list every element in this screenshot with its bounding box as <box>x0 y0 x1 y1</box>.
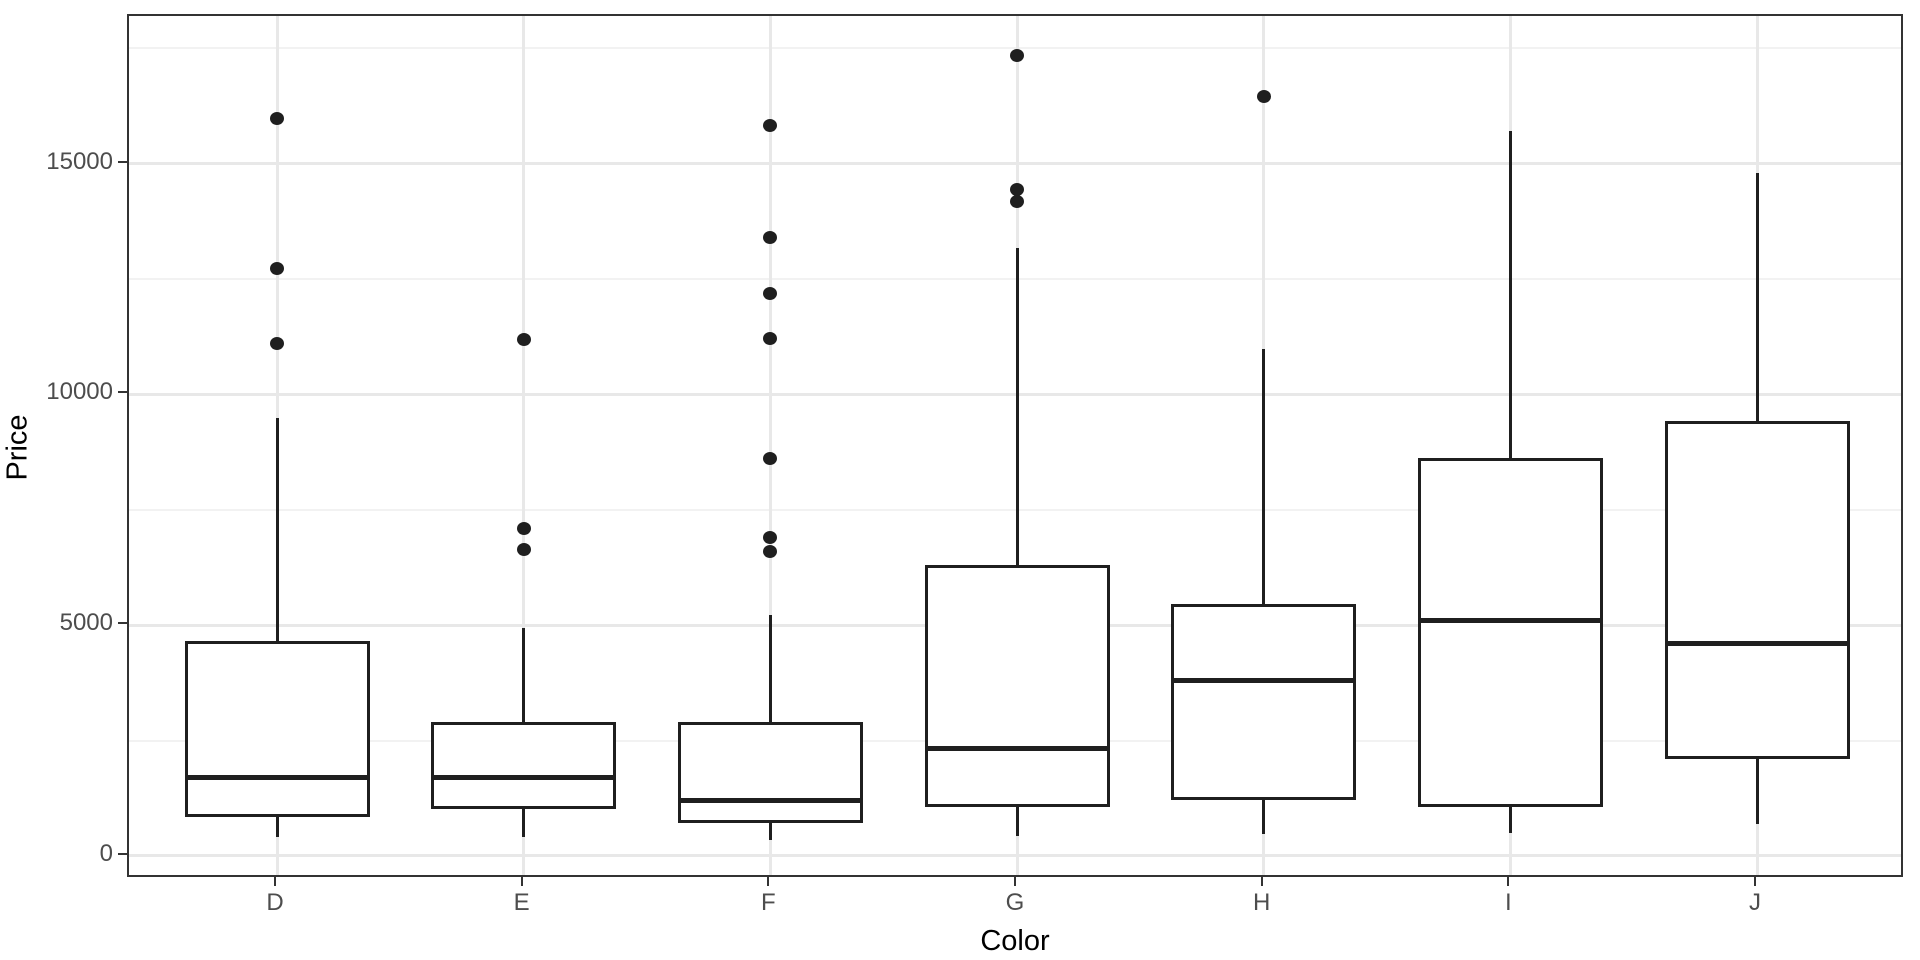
outlier-dot-D <box>270 337 284 351</box>
y-tick-label: 10000 <box>46 378 113 406</box>
y-tick-mark <box>118 622 127 625</box>
y-tick-label: 15000 <box>46 147 113 175</box>
box-H <box>1171 604 1357 800</box>
x-tick-label: H <box>1252 889 1271 916</box>
y-tick-mark <box>118 852 127 855</box>
x-tick-label: E <box>513 889 530 916</box>
median-line-E <box>431 774 617 780</box>
x-tick-mark <box>520 877 523 886</box>
gridline-vertical <box>768 16 772 875</box>
x-tick-label: F <box>760 889 776 916</box>
x-tick-mark <box>767 877 770 886</box>
whisker-H <box>1262 349 1266 834</box>
y-tick-mark <box>118 391 127 394</box>
plot-panel <box>127 14 1903 877</box>
whisker-D <box>275 418 279 838</box>
x-tick-mark <box>1754 877 1756 886</box>
gridline-major <box>129 162 1901 166</box>
outlier-dot-D <box>270 111 284 125</box>
gridline-minor <box>129 508 1901 511</box>
outlier-dot-F <box>763 231 778 245</box>
outlier-dot-F <box>763 287 778 301</box>
outlier-dot-H <box>1256 90 1271 104</box>
median-line-D <box>184 774 370 780</box>
x-tick-label: D <box>266 889 284 916</box>
x-tick-label: I <box>1504 889 1512 916</box>
whisker-G <box>1015 247 1019 836</box>
outlier-dot-F <box>763 544 778 558</box>
outlier-dot-G <box>1010 195 1024 209</box>
outlier-dot-F <box>763 118 778 132</box>
outlier-dot-D <box>270 262 284 276</box>
gridline-minor <box>129 47 1901 50</box>
x-tick-mark <box>1014 877 1016 886</box>
y-axis-title: Price <box>1 414 34 481</box>
median-line-J <box>1664 641 1850 647</box>
outlier-dot-E <box>516 333 531 347</box>
box-G <box>924 564 1110 807</box>
gridline-major <box>129 392 1901 396</box>
outlier-dot-E <box>516 521 531 535</box>
x-tick-mark <box>274 877 276 886</box>
y-tick-mark <box>118 160 127 163</box>
x-tick-label: J <box>1749 889 1761 916</box>
gridline-vertical <box>522 16 526 875</box>
box-E <box>431 722 617 809</box>
outlier-dot-F <box>763 451 778 465</box>
gridline-minor <box>129 278 1901 281</box>
y-tick-label: 0 <box>99 839 113 867</box>
box-I <box>1417 458 1603 807</box>
x-tick-mark <box>1507 877 1510 886</box>
outlier-dot-F <box>763 331 778 345</box>
x-tick-mark <box>1260 877 1263 886</box>
outlier-dot-G <box>1010 183 1024 197</box>
median-line-I <box>1417 618 1603 624</box>
outlier-dot-F <box>763 530 778 544</box>
x-axis-title: Color <box>980 925 1050 957</box>
gridline-major <box>129 854 1901 858</box>
median-line-H <box>1171 678 1357 684</box>
x-tick-label: G <box>1005 889 1025 916</box>
box-F <box>677 722 863 824</box>
median-line-F <box>677 798 863 804</box>
y-tick-label: 5000 <box>59 609 113 637</box>
box-D <box>184 641 370 818</box>
median-line-G <box>924 746 1110 752</box>
outlier-dot-E <box>516 542 531 556</box>
outlier-dot-G <box>1010 49 1024 63</box>
box-J <box>1664 420 1850 760</box>
